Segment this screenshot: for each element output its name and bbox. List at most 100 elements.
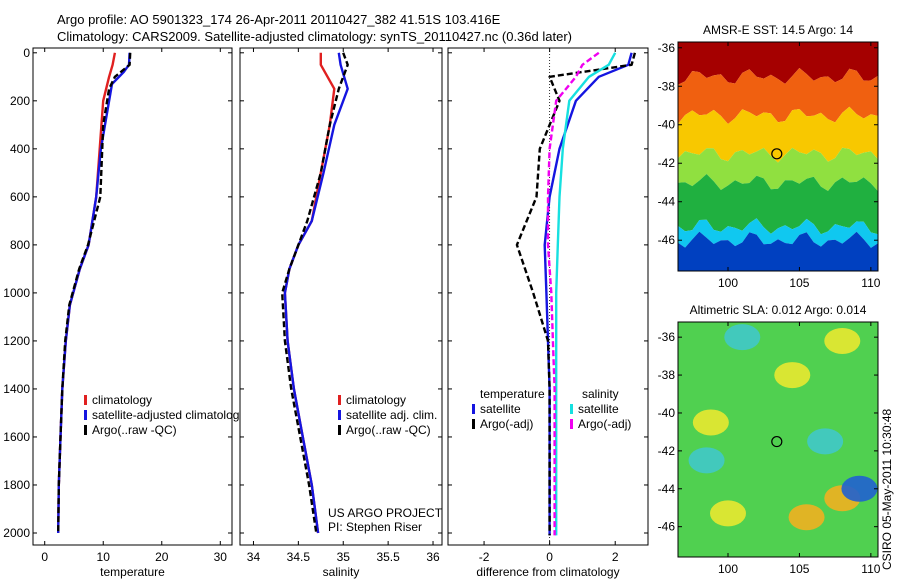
sst-band bbox=[678, 42, 878, 85]
x-axis-label: temperature bbox=[100, 565, 165, 579]
y-tick-label: 200 bbox=[10, 94, 30, 108]
legend-label: satellite adj. clim. bbox=[346, 408, 437, 422]
legend-label: Argo(..raw -QC) bbox=[346, 423, 431, 437]
lon-tick-label: 100 bbox=[718, 276, 738, 290]
lat-tick-label: -46 bbox=[658, 520, 676, 534]
sla-anomaly-blob bbox=[710, 500, 746, 527]
plot-frame bbox=[239, 47, 443, 546]
legend-swatch bbox=[84, 395, 87, 405]
map-frame bbox=[677, 321, 879, 558]
x-axis-label: difference from climatology bbox=[476, 565, 619, 579]
lat-tick-label: -38 bbox=[658, 79, 676, 93]
y-tick-label: 1200 bbox=[3, 334, 30, 348]
legend: temperature salinitysatelliteArgo(-adj)sa… bbox=[472, 387, 631, 431]
legend-label: satellite bbox=[480, 402, 521, 416]
lat-tick-label: -36 bbox=[658, 41, 676, 55]
figure-title-line1: Argo profile: AO 5901323_174 26-Apr-2011… bbox=[57, 12, 501, 27]
y-tick-label: 800 bbox=[10, 238, 30, 252]
x-tick-label: 34.5 bbox=[287, 550, 311, 564]
project-credit-line2: PI: Stephen Riser bbox=[328, 520, 422, 534]
project-credit-line1: US ARGO PROJECT bbox=[328, 506, 443, 520]
plot-frame bbox=[447, 47, 649, 546]
lat-tick-label: -38 bbox=[658, 368, 676, 382]
sst-band bbox=[678, 231, 878, 271]
lat-tick-label: -36 bbox=[658, 330, 676, 344]
legend-swatch bbox=[570, 419, 573, 429]
y-tick-label: 0 bbox=[23, 46, 30, 60]
x-tick-label: 36 bbox=[426, 550, 440, 564]
sla-anomaly-blob bbox=[788, 504, 825, 531]
legend-swatch bbox=[570, 404, 573, 414]
legend-swatch bbox=[338, 410, 341, 420]
sst-map-panel: AMSR-E SST: 14.5 Argo: 14 -36 -38 -40 -42 -44… bbox=[658, 23, 881, 290]
x-tick-label: 35 bbox=[337, 550, 351, 564]
y-tick-label: 600 bbox=[10, 190, 30, 204]
legend-swatch bbox=[472, 419, 475, 429]
lat-tick-label: -42 bbox=[658, 444, 676, 458]
y-tick-label: 1000 bbox=[3, 286, 30, 300]
lat-tick-label: -44 bbox=[658, 195, 676, 209]
sla-anomaly-blob bbox=[688, 447, 725, 474]
argo-float-marker bbox=[771, 435, 783, 448]
sla-anomaly-blob bbox=[807, 428, 844, 455]
lon-tick-label: 100 bbox=[718, 562, 738, 576]
series-line-argo-raw-qc- bbox=[57, 52, 132, 534]
map-frame bbox=[677, 41, 879, 272]
series-line-satellite bbox=[543, 52, 633, 536]
legend-label: satellite-adjusted climatolog bbox=[92, 408, 239, 422]
y-tick-label: 1800 bbox=[3, 478, 30, 492]
argo-float-marker bbox=[771, 148, 783, 160]
lon-tick-label: 110 bbox=[861, 276, 880, 290]
legend-label: climatology bbox=[92, 393, 152, 407]
temperature-profile-panel: 0 200 400 600 800 1000 1200 1400 1600 1800 2000 0 10… bbox=[3, 46, 239, 579]
legend-swatch bbox=[84, 425, 87, 435]
series-group bbox=[57, 52, 132, 534]
x-tick-label: 2 bbox=[612, 550, 619, 564]
lat-tick-label: -42 bbox=[658, 156, 676, 170]
salinity-profile-panel: 34 34.5 35 35.5 36 salinity climatologysatelli… bbox=[239, 47, 443, 579]
sla-anomaly-blob bbox=[824, 327, 861, 354]
lat-tick-label: -46 bbox=[658, 233, 676, 247]
x-axis-label: salinity bbox=[323, 565, 360, 579]
x-tick-label: 20 bbox=[155, 550, 169, 564]
lat-tick-label: -44 bbox=[658, 482, 676, 496]
x-tick-label: 10 bbox=[97, 550, 111, 564]
lon-tick-label: 110 bbox=[861, 562, 880, 576]
series-line-argo-adj- bbox=[546, 51, 600, 536]
sst-band bbox=[678, 174, 878, 235]
legend-swatch bbox=[338, 395, 341, 405]
y-tick-label: 1400 bbox=[3, 382, 30, 396]
legend-swatch bbox=[84, 410, 87, 420]
sst-band bbox=[678, 218, 878, 248]
lat-tick-label: -40 bbox=[658, 406, 676, 420]
sla-anomaly-blob bbox=[692, 409, 729, 436]
legend-label: Argo(-adj) bbox=[480, 417, 533, 431]
x-tick-label: 30 bbox=[214, 550, 228, 564]
lon-tick-label: 105 bbox=[789, 276, 809, 290]
legend-group-title: temperature bbox=[480, 387, 545, 401]
figure-title-line2: Climatology: CARS2009. Satellite-adjuste… bbox=[57, 29, 572, 44]
legend-label: satellite bbox=[578, 402, 619, 416]
series-line-argo-adj- bbox=[515, 52, 637, 536]
legend-label: Argo(-adj) bbox=[578, 417, 631, 431]
y-tick-label: 1600 bbox=[3, 430, 30, 444]
legend-label: climatology bbox=[346, 393, 406, 407]
sst-band bbox=[678, 68, 878, 124]
y-tick-label: 2000 bbox=[3, 526, 30, 540]
sla-anomaly-blob bbox=[841, 475, 878, 502]
sla-map-panel: Altimetric SLA: 0.012 Argo: 0.014 -36 -38 -… bbox=[658, 303, 881, 576]
series-line-climatology bbox=[57, 52, 117, 534]
series-line-climatology bbox=[283, 52, 336, 534]
map-title: Altimetric SLA: 0.012 Argo: 0.014 bbox=[690, 303, 867, 317]
series-group bbox=[515, 51, 637, 536]
sla-background bbox=[678, 322, 878, 557]
y-tick-label: 400 bbox=[10, 142, 30, 156]
csiro-timestamp: CSIRO 05-May-2011 10:30:48 bbox=[880, 408, 894, 570]
x-tick-label: -2 bbox=[479, 550, 490, 564]
x-tick-label: 0 bbox=[546, 550, 553, 564]
lat-tick-label: -40 bbox=[658, 118, 676, 132]
lon-tick-label: 105 bbox=[789, 562, 809, 576]
x-tick-label: 0 bbox=[41, 550, 48, 564]
